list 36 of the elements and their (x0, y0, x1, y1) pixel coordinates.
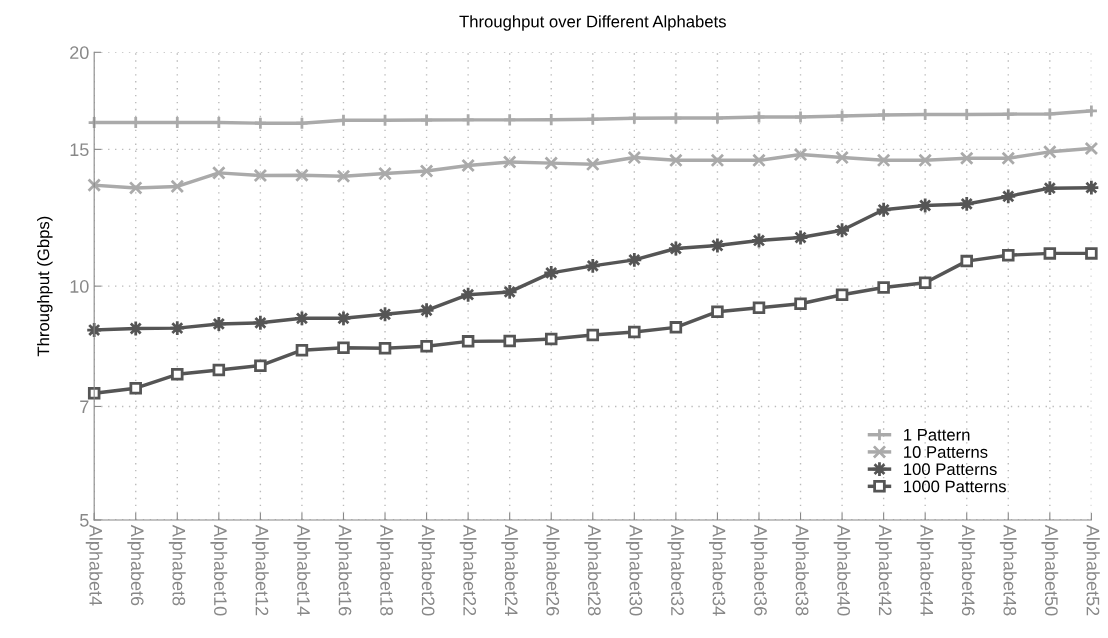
x-tick-label: Alphabet42 (875, 524, 893, 616)
legend-label: 1000 Patterns (904, 480, 1006, 493)
legend-label: 100 Patterns (904, 463, 997, 476)
y-tick-label: 5 (80, 514, 89, 527)
x-tick-label: Alphabet38 (792, 524, 809, 616)
y-tick-label: 10 (70, 280, 89, 293)
x-tick-label: Alphabet20 (418, 524, 435, 616)
y-tick-label: 20 (70, 46, 89, 60)
x-tick-label: Alphabet36 (750, 524, 768, 616)
x-tick-label: Alphabet46 (958, 524, 976, 616)
x-tick-label: Alphabet24 (501, 524, 519, 616)
x-tick-label: Alphabet8 (168, 524, 186, 606)
y-tick-label: 15 (70, 143, 89, 157)
legend-label: 1 Pattern (904, 429, 970, 441)
x-tick-label: Alphabet22 (459, 524, 477, 616)
x-tick-label: Alphabet34 (709, 524, 726, 616)
x-tick-label: Alphabet28 (584, 524, 602, 616)
y-axis-title: Throughput (Gbps) (37, 216, 53, 357)
x-tick-label: Alphabet40 (833, 524, 851, 616)
x-tick-label: Alphabet4 (85, 524, 103, 606)
chart-title: Throughput over Different Alphabets (459, 15, 726, 31)
x-tick-label: Alphabet18 (376, 524, 394, 616)
x-tick-label: Alphabet48 (999, 524, 1017, 616)
x-tick-label: Alphabet44 (916, 524, 934, 616)
y-tick-label: 7 (80, 400, 89, 414)
legend-label: 10 Patterns (904, 446, 988, 458)
x-tick-label: Alphabet32 (667, 524, 685, 616)
x-tick-label: Alphabet26 (542, 524, 560, 616)
x-tick-label: Alphabet50 (1041, 524, 1059, 616)
x-tick-label: Alphabet52 (1082, 524, 1100, 616)
x-tick-label: Alphabet6 (127, 524, 145, 606)
x-tick-label: Alphabet12 (251, 524, 269, 616)
x-tick-label: Alphabet30 (625, 524, 643, 616)
x-tick-label: Alphabet10 (210, 524, 228, 616)
x-tick-label: Alphabet16 (335, 524, 352, 616)
x-tick-label: Alphabet14 (293, 524, 311, 616)
